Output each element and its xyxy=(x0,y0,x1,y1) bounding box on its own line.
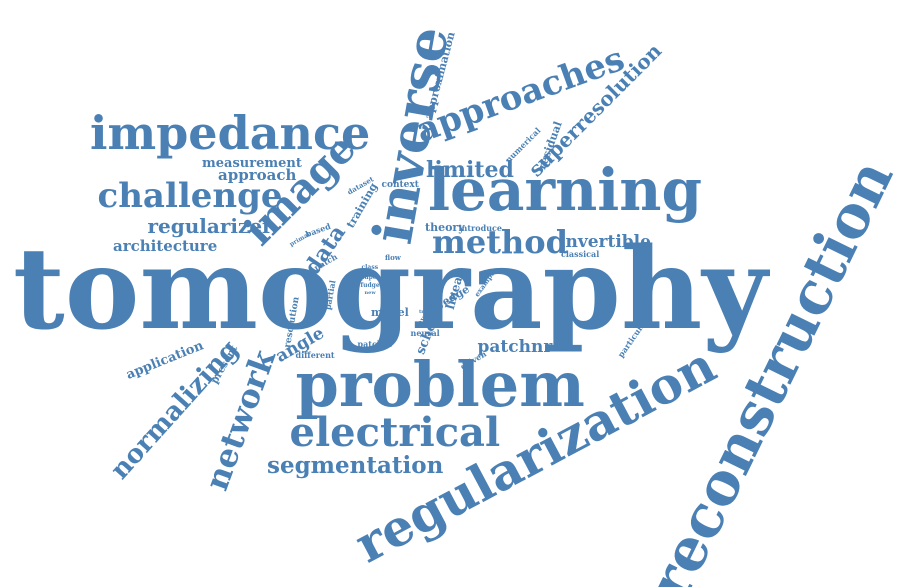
word-electrical: electrical xyxy=(289,409,501,456)
word-architecture: architecture xyxy=(113,236,218,255)
word-classical: classical xyxy=(561,249,600,259)
word-true: true xyxy=(419,308,431,315)
word-approach: approach xyxy=(218,165,297,184)
word-flow: flow xyxy=(385,252,401,262)
word-dual: dual xyxy=(424,288,437,295)
word-neural: neural xyxy=(410,328,440,338)
word-segmentation: segmentation xyxy=(267,451,444,479)
word-theory: theory xyxy=(425,220,465,234)
word-method: method xyxy=(432,223,568,261)
word-problem: problem xyxy=(295,348,585,421)
word-tomography: tomography xyxy=(13,224,768,355)
word-measurement: measurement xyxy=(202,155,302,171)
word-fudge: fudge xyxy=(360,282,380,289)
word-invertible: invertible xyxy=(559,231,651,252)
word-new: new xyxy=(364,289,376,296)
word-class: class xyxy=(361,264,379,271)
word-limited: limited xyxy=(426,157,514,183)
word-patches: patches xyxy=(357,339,393,349)
word-different: different xyxy=(295,350,335,360)
word-patchnr: patchnr xyxy=(477,336,553,357)
word-impedance: impedance xyxy=(90,106,371,160)
word-model: model xyxy=(371,305,409,319)
word-introduce: introduce xyxy=(458,223,502,233)
word-challenge: challenge xyxy=(97,176,283,216)
word-paper: paper xyxy=(360,274,380,281)
word-context: context xyxy=(381,179,419,190)
word-learning: learning xyxy=(428,156,702,224)
word-regularizer: regularizer xyxy=(147,214,273,238)
